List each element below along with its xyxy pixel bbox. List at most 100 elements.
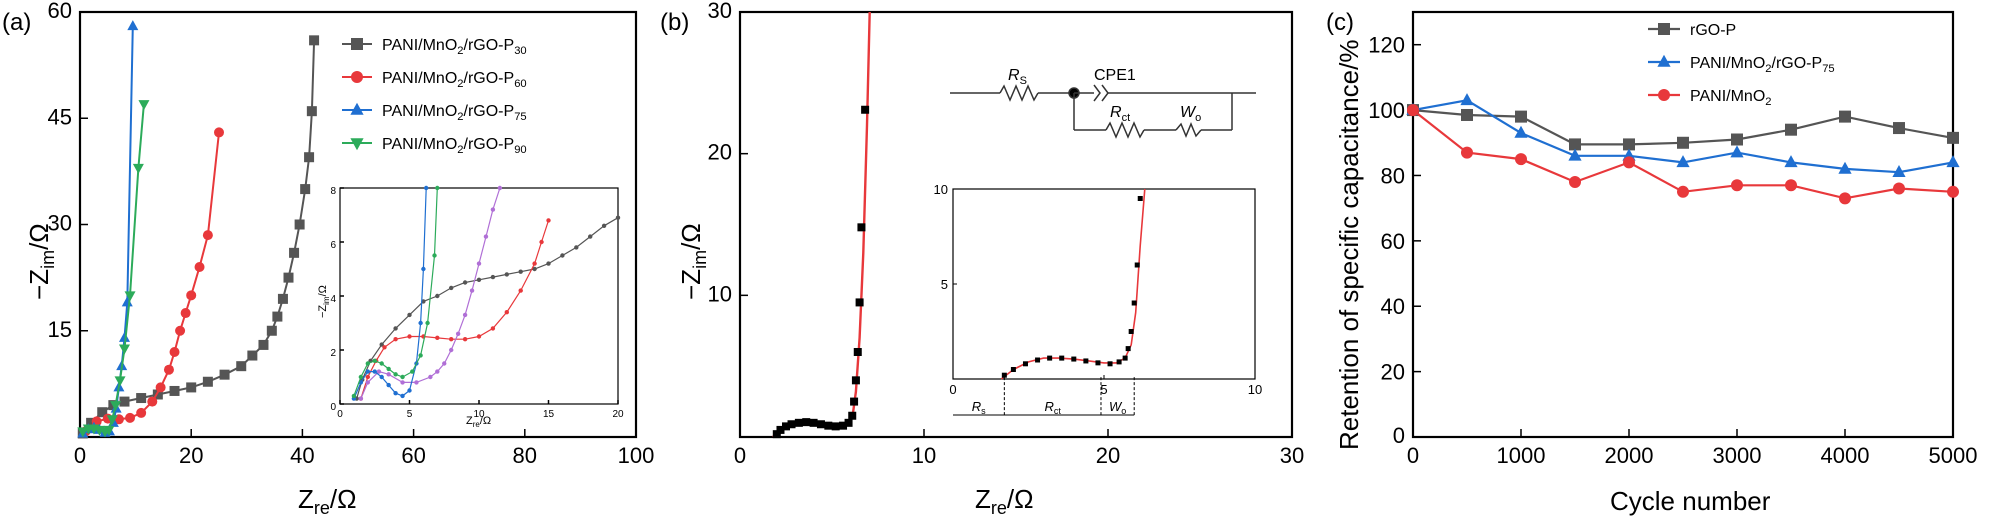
panel-b-inset-point <box>1047 355 1053 361</box>
panel-b-data-point <box>782 422 790 431</box>
panel-a-data-point <box>86 417 97 428</box>
panel-a-data-point <box>110 401 122 412</box>
panel-a-inset-y-tick-label: 6 <box>330 240 336 251</box>
panel-a-data-point <box>152 389 163 400</box>
panel-c-data-point <box>1569 138 1581 151</box>
panel-a-inset-x-tick-label: 15 <box>543 409 555 420</box>
legend-label: PANI/MnO2/rGO-P75 <box>382 103 527 123</box>
panel-a-y-tick-label: 60 <box>48 0 72 23</box>
panel-a-data-point <box>289 247 300 258</box>
panel-b-data-point <box>851 376 860 385</box>
panel-a-inset-ylabel: −Zim/Ω <box>317 285 331 318</box>
panel-c-data-point <box>1515 110 1527 123</box>
panel-a-inset-point <box>410 369 415 374</box>
panel-b-x-tick-label: 30 <box>1280 443 1304 468</box>
panel-c-x-tick-label: 4000 <box>1821 443 1870 468</box>
panel-a-x-tick-label: 100 <box>618 443 655 468</box>
panel-c-data-point <box>1947 185 1959 198</box>
panel-a-inset-point <box>435 369 440 374</box>
panel-a-inset-x-tick-label: 10 <box>473 409 485 420</box>
legend-label: PANI/MnO2/rGO-P90 <box>382 136 527 156</box>
panel-a-data-point <box>294 219 305 230</box>
panel-a-inset-point <box>365 374 370 380</box>
panel-a-inset-point <box>407 334 412 339</box>
panel-a-inset-point <box>372 358 377 363</box>
panel-a-data-point <box>306 106 317 117</box>
panel-a-inset-point <box>476 261 482 266</box>
segment-label: Wo <box>1109 399 1126 416</box>
panel-a-data-point <box>272 311 283 322</box>
panel-c-data-point <box>1946 155 1960 168</box>
panel-b-inset-point <box>1137 196 1143 201</box>
panel-a-inset-point <box>382 345 387 350</box>
panel-b-inset-point <box>1095 360 1101 366</box>
panel-c-data-point <box>1515 153 1527 166</box>
legend-label: PANI/MnO2 <box>1690 88 1772 108</box>
panel-a-data-point <box>180 308 191 319</box>
panel-a-inset-point <box>376 369 382 374</box>
panel-b-inset-point <box>1022 361 1028 367</box>
panel-a-inset-point <box>428 374 433 380</box>
panel-a-series-line <box>84 132 220 433</box>
panel-a-inset-point <box>449 337 454 342</box>
panel-a-inset-line <box>356 217 619 399</box>
panel-a-inset-point <box>351 393 357 399</box>
panel-b-series <box>772 11 871 439</box>
panel-b-data-point <box>776 425 785 434</box>
panel-b-data-point <box>824 421 833 430</box>
panel-a-inset-point <box>518 288 523 293</box>
rs-resistor-icon <box>999 84 1039 102</box>
panel-a-data-point <box>136 393 147 404</box>
panel-a-data-point <box>194 262 205 272</box>
panel-a-data-point <box>277 293 288 304</box>
panel-a-inset-point <box>418 353 423 358</box>
panel-a-inset-point <box>423 185 429 191</box>
legend-marker <box>1658 23 1670 35</box>
panel-b-y-tick-label: 30 <box>708 0 732 23</box>
panel-a-inset-frame <box>339 187 619 405</box>
panel-a-inset-point <box>574 245 579 250</box>
rct-resistor-icon <box>1105 121 1145 139</box>
panel-c-data-point <box>1839 192 1851 205</box>
panel-a-inset-point <box>601 223 607 228</box>
segment-label: Rs <box>972 399 986 416</box>
panel-a-data-point <box>300 184 311 195</box>
panel-a-inset-point <box>400 380 405 385</box>
panel-b-inset-point <box>1122 355 1128 361</box>
panel-c-data-point <box>1838 161 1852 174</box>
panel-a-inset-point <box>418 320 423 326</box>
panel-c-x-tick-label: 3000 <box>1713 443 1762 468</box>
panel-b-inset-point <box>1059 355 1065 361</box>
panel-c-ylabel: Retention of specific capacitance/% <box>1334 40 1364 450</box>
panel-b-inset-segments: Rs Rct Wo <box>953 377 1135 416</box>
panel-b-inset-point <box>1107 361 1113 367</box>
panel-a-data-point <box>236 361 247 372</box>
panel-b-fit-line <box>772 11 871 438</box>
panel-a-data-point <box>147 396 158 407</box>
panel-b-x-tick-label: 10 <box>912 443 936 468</box>
panel-a-inset-point <box>449 285 454 291</box>
panel-c-data-point <box>1569 176 1581 188</box>
panel-b-data-point <box>772 430 781 439</box>
panel-b-data-point <box>861 105 870 114</box>
panel-a-inset-point <box>518 269 523 274</box>
legend-marker <box>351 71 363 83</box>
panel-a-data-point <box>136 407 147 418</box>
legend-label: PANI/MnO2/rGO-P75 <box>1690 55 1835 75</box>
panel-a-label: (a) <box>2 9 31 36</box>
panel-a-data-point <box>219 369 230 380</box>
panel-c-series <box>1406 93 1960 205</box>
panel-a-x-tick-label: 80 <box>513 443 537 468</box>
panel-c-axes-frame <box>1411 10 1955 439</box>
legend-label: PANI/MnO2/rGO-P30 <box>382 37 527 57</box>
panel-a-inset-point <box>400 393 405 399</box>
panel-c-data-point <box>1623 156 1635 169</box>
panel-c-data-point <box>1460 93 1474 106</box>
panel-a-inset-point <box>490 274 496 280</box>
panel-c-data-point <box>1731 179 1743 192</box>
legend-marker <box>350 102 364 115</box>
panel-a-inset-point <box>476 277 482 282</box>
panel-c-y-tick-label: 120 <box>1368 33 1405 58</box>
panel-a-data-point <box>132 163 144 174</box>
panel-b-inset-fit-line <box>1000 188 1146 380</box>
